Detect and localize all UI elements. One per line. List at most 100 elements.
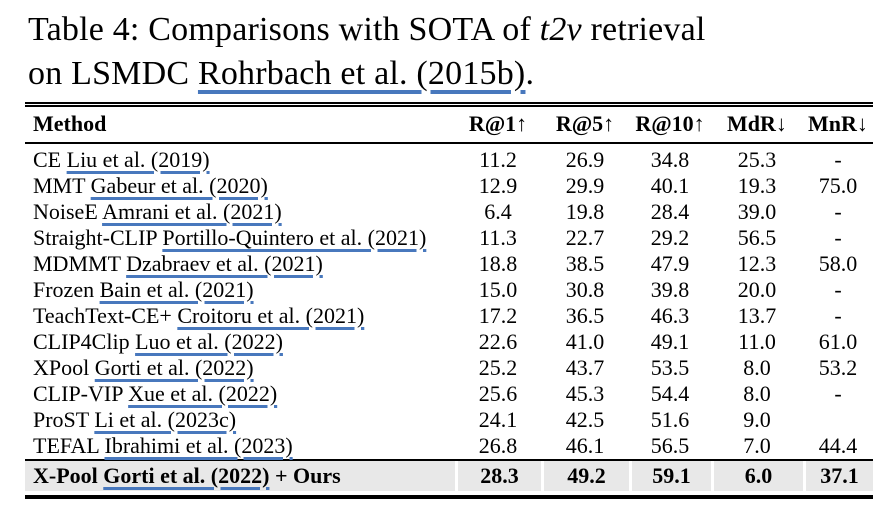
cell-r5: 29.9 <box>565 173 605 198</box>
table-bottom-rule <box>25 495 873 499</box>
method-name: TeachText-CE+ <box>33 303 178 328</box>
col-header-mdr: MdR↓ <box>711 107 803 144</box>
cell-r1: 25.6 <box>478 381 518 406</box>
cell-r5: 45.3 <box>565 381 605 406</box>
paper-page: Table 4: Comparisons with SOTA of t2v re… <box>0 8 892 524</box>
cell-r10: 40.1 <box>650 173 690 198</box>
cell-r1: 11.3 <box>479 225 517 250</box>
table-row: Frozen Bain et al. (2021) 15.0 30.8 39.8… <box>25 277 873 303</box>
table-row: XPool Gorti et al. (2022) 25.2 43.7 53.5… <box>25 355 873 381</box>
cell-mdr: 19.3 <box>737 173 777 198</box>
col-header-mnr: MnR↓ <box>803 107 873 144</box>
method-name: NoiseE <box>33 199 103 224</box>
cell-r10: 59.1 <box>629 461 711 491</box>
method-name: XPool <box>33 355 95 380</box>
col-header-method: Method <box>25 107 455 144</box>
citation-link[interactable]: Dzabraev et al. (2021) <box>126 251 323 276</box>
cell-r1: 17.2 <box>478 303 518 328</box>
method-suffix: + Ours <box>269 463 341 488</box>
cell-r5: 41.0 <box>565 329 605 354</box>
cell-r10: 39.8 <box>650 277 690 302</box>
table-row: CE Liu et al. (2019) 11.2 26.9 34.8 25.3… <box>25 144 873 173</box>
caption-text: Table 4: Comparisons with SOTA of <box>28 11 540 48</box>
method-name: CLIP-VIP <box>33 381 129 406</box>
method-name: CE <box>33 147 67 172</box>
method-name: ProST <box>33 407 95 432</box>
citation-link[interactable]: Bain et al. (2021) <box>99 277 254 302</box>
cell-mnr <box>803 407 873 433</box>
results-table-area: Method R@1↑ R@5↑ R@10↑ MdR↓ MnR↓ CE Liu … <box>25 102 873 499</box>
citation-link[interactable]: Liu et al. (2019) <box>66 147 210 172</box>
caption-italic-t2v: t2v <box>539 11 582 48</box>
header-row: Method R@1↑ R@5↑ R@10↑ MdR↓ MnR↓ <box>25 107 873 144</box>
results-table: Method R@1↑ R@5↑ R@10↑ MdR↓ MnR↓ CE Liu … <box>25 102 873 491</box>
citation-link[interactable]: Gorti et al. (2022) <box>94 355 254 380</box>
table-row: MDMMT Dzabraev et al. (2021) 18.8 38.5 4… <box>25 251 873 277</box>
col-header-r5: R@5↑ <box>541 107 629 144</box>
citation-link[interactable]: Li et al. (2023c) <box>94 407 237 432</box>
cell-mdr: 25.3 <box>737 147 777 172</box>
cell-r5: 36.5 <box>565 303 605 328</box>
cell-r1: 24.1 <box>478 407 518 432</box>
table-row: TeachText-CE+ Croitoru et al. (2021) 17.… <box>25 303 873 329</box>
cell-mnr: 75.0 <box>818 173 858 198</box>
cell-mdr: 9.0 <box>743 407 771 432</box>
cell-mdr: 13.7 <box>737 303 777 328</box>
table-row: CLIP4Clip Luo et al. (2022) 22.6 41.0 49… <box>25 329 873 355</box>
cell-r1: 18.8 <box>478 251 518 276</box>
cell-mnr: 53.2 <box>818 355 858 380</box>
table-row: TEFAL Ibrahimi et al. (2023) 26.8 46.1 5… <box>25 433 873 461</box>
cell-r1: 25.2 <box>478 355 518 380</box>
method-name: MDMMT <box>33 251 127 276</box>
cell-mnr: 37.1 <box>803 461 873 491</box>
cell-r5: 43.7 <box>565 355 605 380</box>
cell-mnr: - <box>834 381 842 406</box>
cell-mdr: 8.0 <box>743 355 771 380</box>
cell-r5: 30.8 <box>565 277 605 302</box>
cell-r1: 11.2 <box>479 147 517 172</box>
cell-mdr: 39.0 <box>737 199 777 224</box>
cell-mnr: 44.4 <box>803 433 873 461</box>
cell-mnr: - <box>834 277 842 302</box>
cell-r5: 26.9 <box>565 147 605 172</box>
cell-r5: 49.2 <box>541 461 629 491</box>
cell-mnr: 58.0 <box>818 251 858 276</box>
cell-r1: 26.8 <box>455 433 541 461</box>
cell-r10: 54.4 <box>650 381 690 406</box>
cell-r1: 22.6 <box>478 329 518 354</box>
cell-r10: 47.9 <box>650 251 690 276</box>
cell-r10: 53.5 <box>650 355 690 380</box>
cell-r10: 34.8 <box>650 147 690 172</box>
table-caption: Table 4: Comparisons with SOTA of t2v re… <box>28 8 878 96</box>
citation-link[interactable]: Amrani et al. (2021) <box>102 199 282 224</box>
cell-r5: 46.1 <box>541 433 629 461</box>
cell-r1: 28.3 <box>455 461 541 491</box>
caption-text: . <box>525 55 535 92</box>
highlighted-ours-row: X-Pool Gorti et al. (2022) + Ours 28.3 4… <box>25 461 873 491</box>
cell-r10: 49.1 <box>650 329 690 354</box>
cell-mdr: 12.3 <box>737 251 777 276</box>
citation-link[interactable]: Gorti et al. (2022) <box>103 463 270 488</box>
citation-link[interactable]: Gabeur et al. (2020) <box>90 173 268 198</box>
citation-link[interactable]: Ibrahimi et al. (2023) <box>104 433 293 458</box>
col-header-r10: R@10↑ <box>629 107 711 144</box>
citation-link[interactable]: Portillo-Quintero et al. (2021) <box>162 225 427 250</box>
cell-r5: 22.7 <box>565 225 605 250</box>
method-name: MMT <box>33 173 91 198</box>
cell-r5: 38.5 <box>565 251 605 276</box>
citation-link[interactable]: Xue et al. (2022) <box>128 381 278 406</box>
cell-mnr: 61.0 <box>818 329 858 354</box>
method-name: CLIP4Clip <box>33 329 136 354</box>
cell-r1: 15.0 <box>478 277 518 302</box>
cell-r5: 19.8 <box>565 199 605 224</box>
citation-link[interactable]: Croitoru et al. (2021) <box>177 303 365 328</box>
cell-mnr: - <box>834 303 842 328</box>
cell-mdr: 20.0 <box>737 277 777 302</box>
method-name: TEFAL <box>33 433 105 458</box>
citation-link-rohrbach[interactable]: Rohrbach et al. (2015b) <box>197 55 526 92</box>
cell-r10: 28.4 <box>650 199 690 224</box>
table-row: Straight-CLIP Portillo-Quintero et al. (… <box>25 225 873 251</box>
citation-link[interactable]: Luo et al. (2022) <box>135 329 283 354</box>
cell-mnr: - <box>834 147 842 172</box>
cell-r1: 12.9 <box>478 173 518 198</box>
